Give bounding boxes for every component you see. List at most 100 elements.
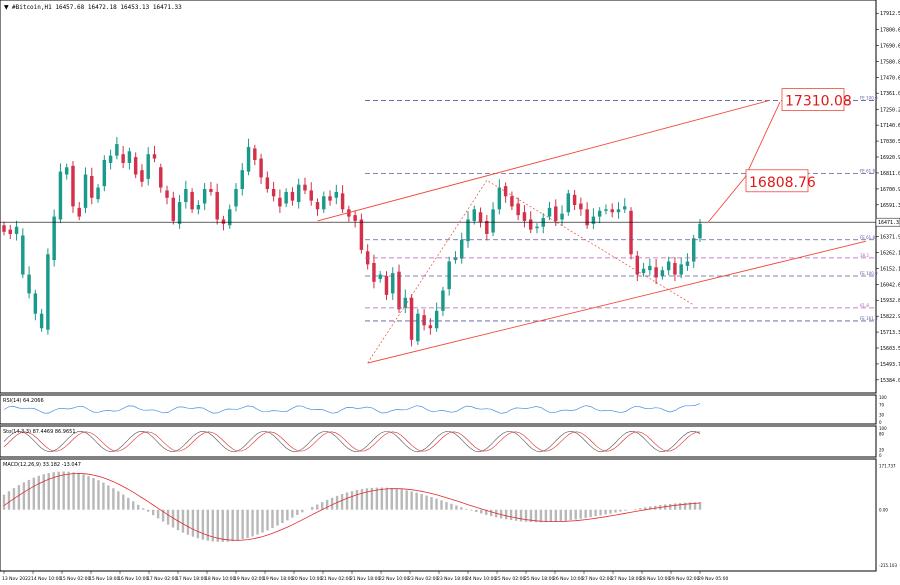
macd-histogram-bar bbox=[475, 509, 478, 513]
rsi-line bbox=[3, 403, 701, 414]
macd-histogram-bar bbox=[166, 509, 170, 525]
stochastic-tick-label: 100 bbox=[879, 426, 887, 431]
candle-body bbox=[591, 216, 596, 224]
time-tick-label: 15 Nov 02:00 bbox=[60, 576, 90, 582]
candle-body bbox=[378, 274, 382, 279]
time-tick-label: 18 Nov 10:00 bbox=[205, 576, 235, 582]
macd-histogram-bar bbox=[455, 505, 458, 510]
stochastic-tick-label: 80 bbox=[879, 431, 885, 436]
candle-body bbox=[566, 193, 571, 213]
candle-body bbox=[334, 191, 339, 198]
macd-histogram-bar bbox=[574, 509, 577, 520]
candle-body bbox=[434, 310, 439, 329]
macd-histogram-bar bbox=[301, 509, 304, 513]
macd-histogram-bar bbox=[87, 476, 90, 510]
candle-body bbox=[209, 189, 213, 192]
macd-histogram-bar bbox=[122, 494, 125, 510]
rsi-tick-label: 100 bbox=[879, 395, 887, 400]
chevron-down-icon[interactable]: ▼ bbox=[4, 4, 9, 11]
candle-body bbox=[616, 209, 621, 213]
macd-histogram-bar bbox=[370, 487, 374, 510]
macd-histogram-bar bbox=[504, 509, 508, 520]
macd-histogram-bar bbox=[37, 475, 40, 510]
candle-body bbox=[660, 270, 665, 277]
candle-body bbox=[290, 191, 295, 201]
candle-body bbox=[503, 186, 508, 197]
candle-body bbox=[666, 261, 671, 271]
candle-body bbox=[21, 235, 25, 275]
candle-body bbox=[328, 196, 332, 201]
price-tick-label: 15603.55 bbox=[880, 346, 900, 352]
candle-body bbox=[8, 229, 12, 234]
candle-body bbox=[403, 297, 408, 308]
macd-histogram-bar bbox=[519, 509, 523, 522]
time-tick-label: 21 Nov 02:00 bbox=[321, 576, 351, 582]
macd-histogram-bar bbox=[465, 508, 468, 510]
macd-histogram-bar bbox=[688, 502, 692, 510]
candle-body bbox=[447, 261, 451, 290]
candle-body bbox=[296, 184, 301, 203]
macd-histogram-bar bbox=[62, 471, 65, 510]
macd-histogram-bar bbox=[440, 500, 443, 510]
macd-histogram-bar bbox=[17, 485, 21, 510]
candle-body bbox=[654, 267, 658, 278]
macd-panel-frame bbox=[0, 458, 877, 572]
candle-body bbox=[90, 175, 94, 198]
macd-histogram-bar bbox=[544, 509, 548, 523]
target-high-label: 17310.08 bbox=[785, 94, 852, 110]
macd-histogram-bar bbox=[569, 509, 572, 521]
rsi-panel-frame bbox=[0, 394, 877, 425]
macd-histogram-bar bbox=[649, 506, 652, 510]
candle-body bbox=[510, 196, 514, 207]
candle-body bbox=[685, 261, 690, 266]
candle-body bbox=[159, 167, 163, 188]
channel-upper-line bbox=[317, 100, 770, 222]
time-tick-label: 22 Nov 10:00 bbox=[379, 576, 409, 582]
time-tick-label: 24 Nov 10:00 bbox=[466, 576, 496, 582]
candle-body bbox=[58, 171, 63, 220]
candle-body bbox=[472, 209, 476, 221]
fib-level-label: FE 61.8 bbox=[860, 168, 875, 173]
candle-body bbox=[284, 191, 288, 204]
candle-body bbox=[528, 219, 533, 230]
time-tick-label: 15 Nov 18:00 bbox=[89, 576, 119, 582]
macd-histogram-bar bbox=[186, 509, 190, 535]
candle-body bbox=[271, 189, 276, 197]
time-tick-label: 21 Nov 18:00 bbox=[350, 576, 380, 582]
price-tick-label: 15932.85 bbox=[880, 298, 900, 304]
candle-body bbox=[372, 262, 376, 282]
macd-histogram-bar bbox=[579, 509, 582, 519]
macd-histogram-bar bbox=[132, 501, 135, 510]
macd-histogram-bar bbox=[340, 494, 344, 510]
time-tick-label: 20 Nov 10:00 bbox=[292, 576, 322, 582]
macd-histogram-bar bbox=[330, 497, 334, 510]
zigzag-line bbox=[367, 179, 694, 364]
time-tick-label: 17 Nov 18:00 bbox=[176, 576, 206, 582]
candle-body bbox=[485, 220, 489, 234]
candle-body bbox=[340, 193, 345, 210]
candle-body bbox=[140, 170, 144, 182]
macd-tick-label: 0.00 bbox=[879, 508, 888, 513]
macd-histogram-bar bbox=[181, 509, 185, 533]
price-tick-label: 17030.55 bbox=[880, 139, 900, 145]
macd-histogram-bar bbox=[231, 509, 234, 542]
price-tick-label: 17690.60 bbox=[880, 43, 900, 49]
macd-histogram-bar bbox=[345, 492, 349, 510]
macd-histogram-bar bbox=[246, 509, 249, 538]
macd-histogram-bar bbox=[485, 509, 488, 515]
price-tick-label: 17140.60 bbox=[880, 123, 900, 129]
candle-body bbox=[579, 203, 583, 210]
rsi-chart: RSI(14) 64.2066 100 70 30 0 bbox=[3, 395, 887, 425]
macd-histogram-bar bbox=[276, 509, 279, 526]
candle-body bbox=[121, 154, 125, 163]
macd-histogram-bar bbox=[420, 494, 423, 510]
candle-body bbox=[102, 160, 107, 187]
candle-body bbox=[604, 209, 608, 211]
candle-body bbox=[428, 325, 433, 329]
macd-histogram-bar bbox=[365, 488, 369, 510]
time-tick-label: 25 Nov 02:00 bbox=[495, 576, 525, 582]
candle-body bbox=[77, 207, 81, 217]
macd-histogram-bar bbox=[256, 509, 259, 535]
